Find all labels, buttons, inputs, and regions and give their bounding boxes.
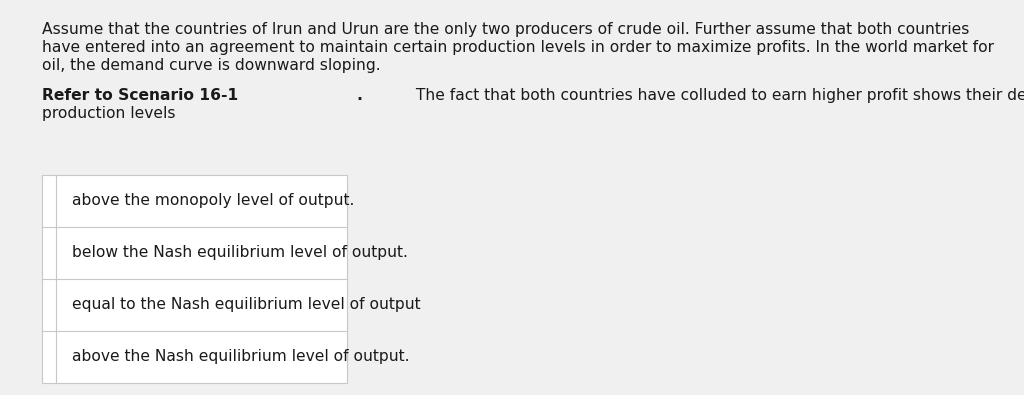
Text: oil, the demand curve is downward sloping.: oil, the demand curve is downward slopin… [42, 58, 381, 73]
Text: above the monopoly level of output.: above the monopoly level of output. [72, 194, 354, 209]
Text: have entered into an agreement to maintain certain production levels in order to: have entered into an agreement to mainta… [42, 40, 994, 55]
Text: production levels: production levels [42, 106, 175, 121]
Text: below the Nash equilibrium level of output.: below the Nash equilibrium level of outp… [72, 246, 408, 260]
Text: The fact that both countries have colluded to earn higher profit shows their des: The fact that both countries have collud… [411, 88, 1024, 103]
Text: .: . [356, 88, 362, 103]
Text: above the Nash equilibrium level of output.: above the Nash equilibrium level of outp… [72, 350, 410, 365]
Bar [42, 175, 347, 383]
Text: Assume that the countries of Irun and Urun are the only two producers of crude o: Assume that the countries of Irun and Ur… [42, 22, 970, 37]
Text: equal to the Nash equilibrium level of output: equal to the Nash equilibrium level of o… [72, 297, 421, 312]
Text: Refer to Scenario 16-1: Refer to Scenario 16-1 [42, 88, 239, 103]
